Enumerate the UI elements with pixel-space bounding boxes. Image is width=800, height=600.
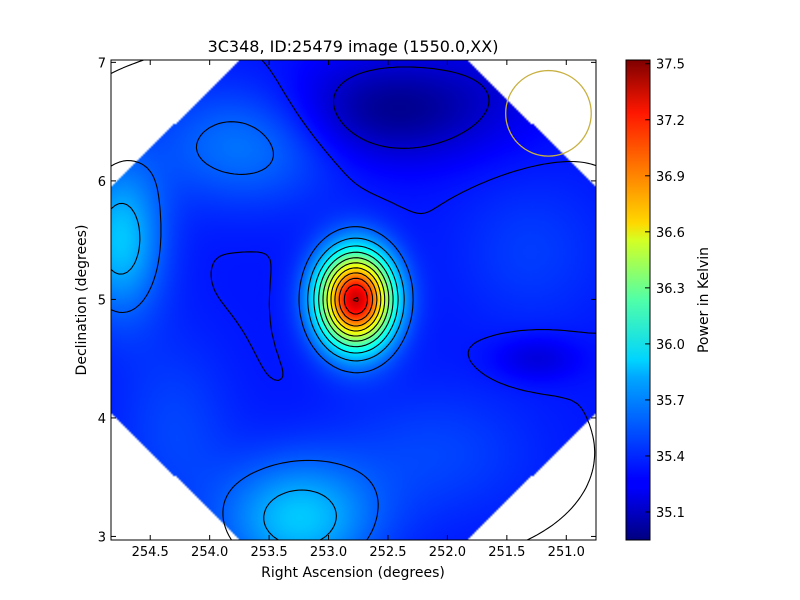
- contour-line: [330, 267, 382, 332]
- heatmap-area: [111, 60, 596, 540]
- colorbar: 35.1 35.4 35.7 36.0 36.3 36.6 36.9 37.2 37.5 Pow…: [625, 58, 712, 541]
- y-tick-label: 6: [98, 175, 106, 190]
- contour-line: [343, 284, 369, 315]
- y-tick-label: 4: [98, 412, 106, 427]
- colorbar-tick-label: 36.6: [656, 226, 685, 241]
- y-axis-ticks: 3 4 5 6 7: [98, 56, 596, 545]
- contour-line: [318, 251, 394, 348]
- x-tick-label: 252.5: [369, 545, 406, 560]
- colorbar-label: Power in Kelvin: [696, 247, 712, 353]
- colorbar-ticks: 35.1 35.4 35.7 36.0 36.3 36.6 36.9 37.2 37.5: [645, 58, 685, 521]
- y-axis-label: Declination (degrees): [74, 225, 90, 376]
- contour-line: [332, 66, 490, 149]
- plot-frame: [110, 59, 597, 541]
- colorbar-fill: [625, 59, 651, 541]
- x-tick-label: 251.0: [548, 545, 585, 560]
- y-tick-label: 5: [98, 293, 106, 308]
- colorbar-tick-label: 37.5: [656, 58, 685, 73]
- contour-line: [338, 277, 374, 322]
- x-tick-label: 254.0: [191, 545, 228, 560]
- x-tick-label: 252.0: [429, 545, 466, 560]
- contour-line: [111, 202, 405, 540]
- y-tick-label: 3: [98, 530, 106, 545]
- contour-line: [352, 296, 359, 302]
- x-tick-label: 251.5: [488, 545, 525, 560]
- colorbar-tick-label: 36.3: [656, 282, 685, 297]
- x-tick-label: 254.5: [132, 545, 169, 560]
- contour-line: [322, 257, 390, 342]
- colorbar-tick-label: 37.2: [656, 114, 685, 129]
- contour-line: [326, 262, 386, 337]
- x-axis-ticks: 254.5 254.0 253.5 253.0 252.5 252.0 251.5 251.0: [132, 60, 585, 560]
- contour-line: [111, 121, 414, 540]
- contour-line: [111, 60, 596, 540]
- colorbar-tick-label: 35.1: [656, 506, 685, 521]
- contour-lines: [111, 60, 596, 540]
- colorbar-tick-label: 36.0: [656, 338, 685, 353]
- x-tick-label: 253.5: [250, 545, 287, 560]
- annotation-circle: [505, 69, 592, 157]
- contour-line: [334, 272, 378, 327]
- colorbar-tick-label: 35.4: [656, 450, 685, 465]
- chart-title: 3C348, ID:25479 image (1550.0,XX): [208, 37, 499, 56]
- colorbar-tick-label: 35.7: [656, 394, 685, 409]
- y-tick-label: 7: [98, 56, 106, 71]
- x-axis-label: Right Ascension (degrees): [261, 565, 445, 581]
- x-tick-label: 253.0: [310, 545, 347, 560]
- contour-line: [313, 245, 399, 354]
- colorbar-tick-label: 36.9: [656, 170, 685, 185]
